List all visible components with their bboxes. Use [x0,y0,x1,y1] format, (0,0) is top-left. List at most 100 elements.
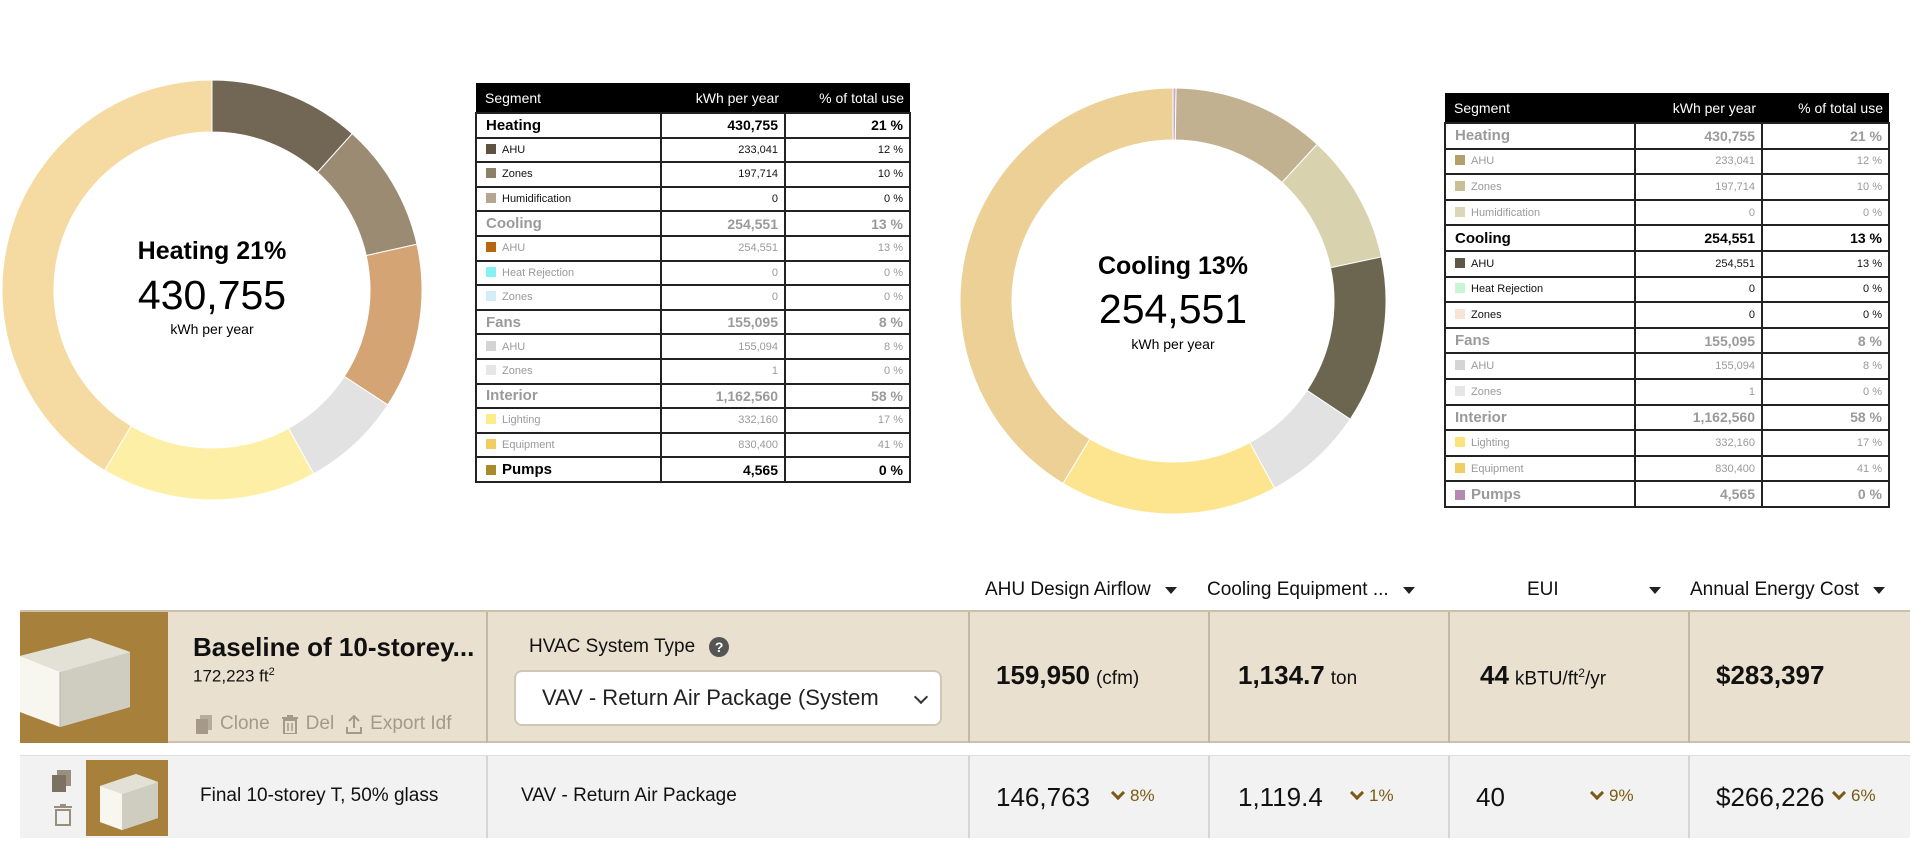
donut-slice-cooling[interactable] [343,243,423,406]
pct-cell: 12 % [1761,147,1890,176]
sort-caret-icon[interactable] [1402,586,1415,594]
table-row: Equipment 830,400 41 % [475,431,911,459]
kwh-cell: 197,714 [1634,173,1763,201]
final-airflow-value: 146,763 [996,782,1090,812]
table-row: Equipment 830,400 41 % [1444,454,1890,483]
segment-label: Cooling [486,215,542,233]
pct-cell: 8 % [1761,326,1890,355]
column-divider [1448,756,1450,838]
kwh-cell: 332,160 [1634,429,1763,457]
segment-cell: AHU [1444,249,1636,278]
column-header-airflow[interactable]: AHU Design Airflow [985,575,1177,605]
kwh-cell: 0 [1634,301,1763,329]
segment-cell: Interior [475,382,662,410]
segment-label: Fans [1455,332,1491,350]
segment-cell: Lighting [1444,429,1636,457]
kwh-cell: 0 [1634,198,1763,227]
final-cost-delta-value: 6% [1851,786,1876,805]
pct-cell: 0 % [1761,480,1890,508]
legend-swatch [1455,436,1465,447]
kwh-cell: 254,551 [660,234,786,262]
sort-caret-icon[interactable] [1164,586,1177,594]
chevron-down-icon [1589,785,1605,801]
clone-label: Clone [220,713,270,734]
column-header-cooling[interactable]: Cooling Equipment ... [1207,575,1415,605]
pct-cell: 0 % [784,259,911,287]
final-building-thumbnail[interactable] [86,760,168,836]
segment-label: Interior [486,387,538,405]
segment-label: Heat Rejection [502,266,575,279]
heating-donut-chart: Heating 21% 430,755 kWh per year [1,79,423,501]
kwh-cell: 830,400 [660,431,786,459]
segment-label: Zones [502,365,533,378]
legend-swatch [486,365,496,376]
pct-cell: 8 % [784,333,911,360]
donut-slice-equipment[interactable] [960,88,1174,485]
sort-caret-icon[interactable] [1648,586,1661,594]
pct-cell: 58 % [1761,403,1890,432]
table-header-row: Segment kWh per year % of total use [1445,93,1889,123]
segment-label: Pumps [502,461,553,479]
pct-cell: 41 % [1761,454,1890,483]
legend-swatch [1455,308,1465,319]
copy-icon[interactable] [52,770,72,792]
final-cooling-value: 1,119.4 [1238,782,1323,812]
help-icon[interactable]: ? [709,637,730,657]
delete-label: Del [305,713,335,734]
column-divider [1688,612,1690,743]
table-row: Pumps 4,565 0 % [1444,480,1890,508]
baseline-area-value: 172,223 ft [193,666,269,686]
pct-cell: 0 % [784,456,911,483]
pct-cell: 0 % [784,284,911,311]
legend-swatch [486,242,496,253]
baseline-model-name[interactable]: Baseline of 10-storey... [193,632,475,662]
table-row: AHU 233,041 12 % [1444,147,1890,176]
export-idf-button[interactable]: Export Idf [346,713,452,735]
heating-donut-value: 430,755 [138,272,286,318]
baseline-building-thumbnail[interactable] [20,612,168,743]
table-row: Interior 1,162,560 58 % [1444,403,1890,432]
cooling-donut-title: Cooling 13% [1098,252,1248,280]
table-row: Heat Rejection 0 0 % [475,259,911,287]
pct-cell: 13 % [784,210,911,237]
legend-swatch [486,414,496,425]
donut-slice-lighting[interactable] [103,425,315,501]
pct-cell: 0 % [1761,275,1890,304]
pct-cell: 13 % [1761,224,1890,252]
segment-label: Zones [502,291,533,304]
column-header-cost[interactable]: Annual Energy Cost [1690,575,1885,605]
cooling-breakdown-table: Segment kWh per year % of total use Heat… [1444,93,1890,508]
final-hvac-type: VAV - Return Air Package [521,785,737,806]
final-model-name[interactable]: Final 10-storey T, 50% glass [200,785,439,806]
baseline-airflow-unit: (cfm) [1095,668,1140,689]
kwh-cell: 0 [1634,275,1763,304]
donut-slice-lighting[interactable] [1062,438,1276,515]
building-icon [100,774,158,830]
table-row: Zones 0 0 % [1444,301,1890,329]
segment-label: Zones [1471,308,1502,321]
hvac-system-select[interactable]: VAV - Return Air Package (System [514,670,942,726]
column-divider [968,756,970,838]
sort-caret-icon[interactable] [1873,586,1885,594]
header-kwh: kWh per year [1635,93,1762,123]
segment-cell: AHU [475,333,662,360]
legend-swatch [1455,489,1465,500]
eui-unit-tail: /yr [1584,668,1607,689]
header-segment: Segment [1445,93,1635,123]
delete-button[interactable]: Del [281,713,335,735]
clone-button[interactable]: Clone [196,713,270,735]
donut-slice-equipment[interactable] [1,79,213,472]
kwh-cell: 0 [660,185,786,213]
pct-cell: 21 % [1761,122,1890,150]
segment-label: Heat Rejection [1471,283,1544,296]
trash-icon[interactable] [54,804,72,826]
final-cost-value: $266,226 [1716,782,1825,812]
chevron-down-icon [1831,785,1847,801]
segment-label: Interior [1455,408,1507,426]
column-header-eui[interactable]: EUI [1527,575,1661,605]
donut-slice-cooling[interactable] [1306,256,1387,420]
segment-cell: Cooling [1444,224,1636,252]
heating-breakdown-table: Segment kWh per year % of total use Heat… [475,83,911,483]
hvac-select-value: VAV - Return Air Package (System [542,685,879,710]
final-cost: $266,226 [1716,782,1824,813]
